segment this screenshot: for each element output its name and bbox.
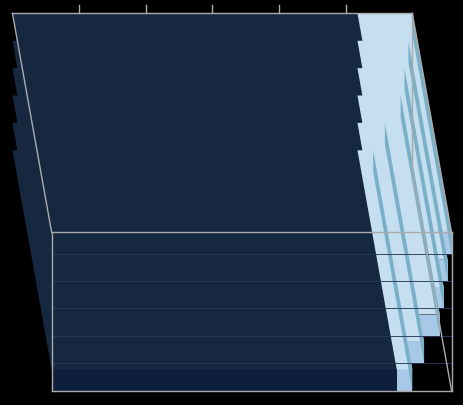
Polygon shape <box>357 42 447 260</box>
Bar <box>396 233 450 254</box>
Bar <box>51 342 396 363</box>
Bar <box>51 288 396 309</box>
Polygon shape <box>13 14 396 233</box>
Polygon shape <box>13 69 396 288</box>
Polygon shape <box>412 14 450 254</box>
Bar <box>396 288 443 309</box>
Polygon shape <box>13 124 396 342</box>
Polygon shape <box>13 42 396 260</box>
Bar <box>51 369 396 391</box>
Bar <box>51 233 396 254</box>
Bar <box>51 260 396 281</box>
Polygon shape <box>13 96 396 315</box>
Bar <box>396 342 423 363</box>
Bar <box>396 260 447 281</box>
Polygon shape <box>357 151 412 369</box>
Polygon shape <box>357 14 450 233</box>
Polygon shape <box>13 151 396 369</box>
Polygon shape <box>400 96 439 336</box>
Polygon shape <box>404 69 443 309</box>
Polygon shape <box>357 96 439 315</box>
Polygon shape <box>384 124 423 363</box>
Bar <box>396 315 439 336</box>
Bar <box>396 369 412 391</box>
Polygon shape <box>357 124 423 342</box>
Polygon shape <box>357 69 443 288</box>
Polygon shape <box>372 151 412 391</box>
Bar <box>51 315 396 336</box>
Polygon shape <box>407 42 447 281</box>
